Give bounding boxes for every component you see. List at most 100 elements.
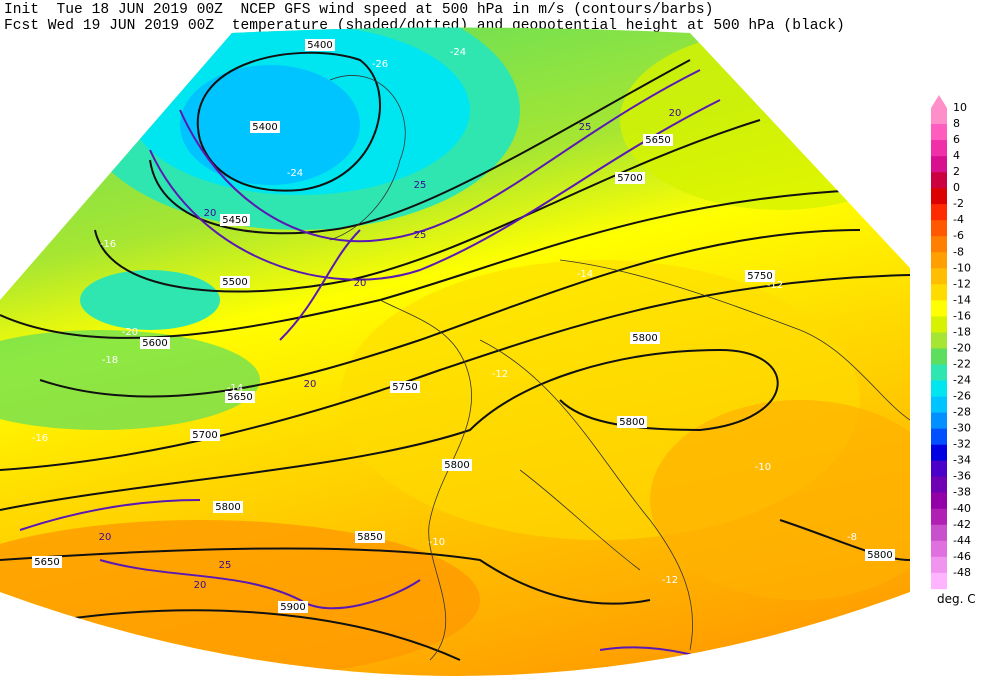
wind-label: 20	[99, 532, 112, 543]
header-line: Fcst Wed 19 JUN 2019 00Z temperature (sh…	[4, 18, 845, 34]
label-box	[745, 270, 775, 282]
height-label: 5750	[747, 271, 772, 282]
colorbar-label: -18	[953, 325, 971, 338]
height-label: 5450	[222, 215, 247, 226]
colorbar-label: -2	[953, 197, 964, 210]
colorbar-label: -6	[953, 229, 964, 242]
colorbar-swatch	[931, 188, 947, 205]
colorbar-swatch	[931, 124, 947, 141]
colorbar-swatch	[931, 156, 947, 173]
label-box	[225, 391, 255, 403]
temperature-label: -8	[847, 532, 857, 543]
colorbar-swatch	[931, 556, 947, 574]
label-box	[442, 459, 472, 471]
temperature-label: -24	[450, 47, 466, 58]
colorbar-swatch	[931, 220, 947, 237]
label-box	[390, 381, 420, 393]
colorbar-label: -48	[953, 566, 971, 579]
label-box	[190, 429, 220, 441]
colorbar-swatch	[931, 412, 947, 429]
header-line: Init Tue 18 JUN 2019 00Z NCEP GFS wind s…	[4, 2, 714, 18]
temperature-label: -26	[372, 59, 388, 70]
colorbar-label: -4	[953, 213, 964, 226]
colorbar-swatch	[931, 252, 947, 269]
colorbar-label: -24	[953, 374, 971, 387]
colorbar-swatch	[931, 300, 947, 317]
colorbar-swatch	[931, 476, 947, 494]
colorbar-label: -8	[953, 245, 964, 258]
height-label: 5850	[357, 532, 382, 543]
colorbar-swatch	[931, 236, 947, 253]
wind-label: 25	[579, 122, 592, 133]
colorbar-swatch	[931, 348, 947, 365]
label-box	[643, 134, 673, 146]
colorbar-label: 6	[953, 133, 960, 146]
temperature-label: -24	[287, 168, 303, 179]
colorbar-label: -46	[953, 550, 971, 563]
label-box	[278, 601, 308, 613]
wind-label: 20	[669, 108, 682, 119]
temperature-label: -12	[662, 575, 678, 586]
map-field	[0, 27, 910, 676]
height-label: 5400	[307, 40, 332, 51]
colorbar-swatch	[931, 396, 947, 413]
colorbar-label: -22	[953, 357, 971, 370]
height-label: 5800	[215, 502, 240, 513]
height-label: 5700	[192, 430, 217, 441]
colorbar-unit: deg. C	[937, 592, 976, 606]
colorbar-label: 10	[953, 101, 967, 114]
colorbar-label: 2	[953, 165, 960, 178]
colorbar-label: 4	[953, 149, 960, 162]
height-label: 5650	[34, 557, 59, 568]
colorbar-swatch	[931, 508, 947, 526]
temperature-label: -10	[429, 537, 445, 548]
wind-label: 25	[219, 560, 232, 571]
temperature-label: -12	[767, 280, 783, 291]
colorbar-label: -40	[953, 502, 971, 515]
temperature-label: -16	[32, 433, 48, 444]
height-label: 5400	[252, 122, 277, 133]
temperature-label: -18	[102, 355, 118, 366]
label-box	[615, 172, 645, 184]
wind-label: 20	[194, 580, 207, 591]
colorbar-swatch	[931, 380, 947, 397]
temperature-label: -14	[227, 383, 243, 394]
label-box	[220, 214, 250, 226]
colorbar-swatch	[931, 284, 947, 301]
colorbar-label: -38	[953, 486, 971, 499]
label-box	[305, 39, 335, 51]
colorbar-label: -12	[953, 277, 971, 290]
colorbar-label: -34	[953, 454, 971, 467]
colorbar-swatch	[931, 572, 947, 590]
label-box	[220, 276, 250, 288]
colorbar-label: -30	[953, 422, 971, 435]
wind-label: 25	[414, 180, 427, 191]
colorbar-swatch	[931, 364, 947, 381]
label-box	[213, 501, 243, 513]
label-box	[617, 416, 647, 428]
colorbar-swatch	[931, 524, 947, 542]
height-label: 5800	[444, 460, 469, 471]
height-label: 5750	[392, 382, 417, 393]
temperature-label: -12	[492, 369, 508, 380]
colorbar-label: -32	[953, 438, 971, 451]
label-box	[250, 121, 280, 133]
colorbar-label: -44	[953, 534, 971, 547]
temperature-label: -14	[577, 269, 593, 280]
colorbar-label: -42	[953, 518, 971, 531]
height-label: 5800	[632, 333, 657, 344]
colorbar-swatch	[931, 140, 947, 157]
colorbar-cap	[931, 95, 947, 108]
colorbar-swatch	[931, 108, 947, 125]
colorbar-swatch	[931, 204, 947, 221]
colorbar-label: 8	[953, 117, 960, 130]
colorbar-swatch	[931, 444, 947, 461]
wind-label: 20	[304, 379, 317, 390]
colorbar-label: -14	[953, 293, 971, 306]
colorbar-swatch	[931, 428, 947, 445]
colorbar-swatch	[931, 316, 947, 333]
colorbar-swatch	[931, 332, 947, 349]
colorbar-label: -20	[953, 341, 971, 354]
wind-label: 20	[354, 278, 367, 289]
